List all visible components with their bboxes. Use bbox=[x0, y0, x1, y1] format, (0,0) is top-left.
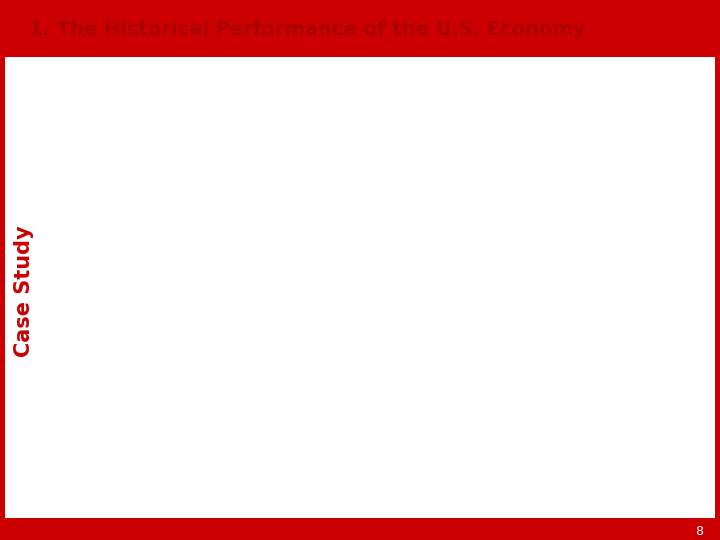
Text: measures: measures bbox=[170, 326, 235, 339]
Text: 1. The Historical Performance of the U.S. Economy: 1. The Historical Performance of the U.S… bbox=[29, 20, 585, 39]
Text: 2.: 2. bbox=[88, 300, 102, 313]
Text: Case Study: Case Study bbox=[14, 226, 34, 357]
Text: are: are bbox=[334, 444, 362, 457]
Text: are especially important:: are especially important: bbox=[325, 82, 495, 95]
Text: measures the: measures the bbox=[215, 179, 304, 192]
Text: how fast prices are rising.: how fast prices are rising. bbox=[265, 326, 426, 339]
Text: total income of: total income of bbox=[346, 179, 445, 192]
Text: □: □ bbox=[158, 467, 167, 477]
Text: Real GDP: Real GDP bbox=[170, 151, 239, 164]
Text: □: □ bbox=[265, 420, 275, 430]
Text: •: • bbox=[138, 326, 147, 340]
Text: □: □ bbox=[107, 444, 117, 455]
Text: •: • bbox=[138, 390, 147, 404]
Text: 1.: 1. bbox=[126, 151, 140, 164]
Text: ,: , bbox=[485, 444, 489, 457]
Text: measures: measures bbox=[215, 259, 292, 272]
Text: the income of the: the income of the bbox=[321, 259, 436, 272]
Text: variables: variables bbox=[252, 444, 316, 457]
Text: determined: determined bbox=[369, 444, 450, 457]
Text: real GDP per person: real GDP per person bbox=[170, 231, 322, 244]
Text: the fraction of the labor force that is out of work: the fraction of the labor force that is … bbox=[265, 390, 568, 403]
Text: interact: interact bbox=[334, 489, 389, 502]
Text: change: change bbox=[284, 467, 335, 480]
Text: over time, and: over time, and bbox=[346, 467, 442, 480]
Text: Macroeconomists study: Macroeconomists study bbox=[296, 420, 474, 434]
Text: 1.: 1. bbox=[88, 123, 102, 136]
Text: why they: why they bbox=[189, 467, 254, 480]
Text: how they: how they bbox=[239, 489, 305, 502]
Text: in the economy.: in the economy. bbox=[624, 259, 720, 272]
Text: 2.: 2. bbox=[126, 231, 140, 244]
Text: 4.: 4. bbox=[88, 364, 102, 377]
Text: .: . bbox=[658, 390, 662, 403]
Text: GDP: GDP bbox=[126, 123, 158, 136]
Text: in the economy (adjusted for: in the economy (adjusted for bbox=[570, 179, 720, 192]
Text: how these: how these bbox=[138, 444, 211, 457]
Text: measures: measures bbox=[170, 390, 235, 403]
Text: The unemployment rate: The unemployment rate bbox=[126, 364, 305, 377]
Text: the level of prices),: the level of prices), bbox=[215, 203, 336, 216]
Text: 8: 8 bbox=[696, 525, 703, 538]
Text: □: □ bbox=[186, 179, 195, 189]
Text: (real gross domestic product): (real gross domestic product) bbox=[284, 151, 485, 164]
Text: □: □ bbox=[208, 489, 217, 499]
Text: average person: average person bbox=[467, 259, 576, 272]
Text: The inflation rate: The inflation rate bbox=[126, 300, 256, 313]
Text: Three macroeconomic variables: Three macroeconomic variables bbox=[88, 82, 327, 95]
Text: everyone: everyone bbox=[472, 179, 538, 192]
Text: with one another.: with one another. bbox=[403, 489, 517, 502]
Text: □: □ bbox=[186, 259, 195, 269]
